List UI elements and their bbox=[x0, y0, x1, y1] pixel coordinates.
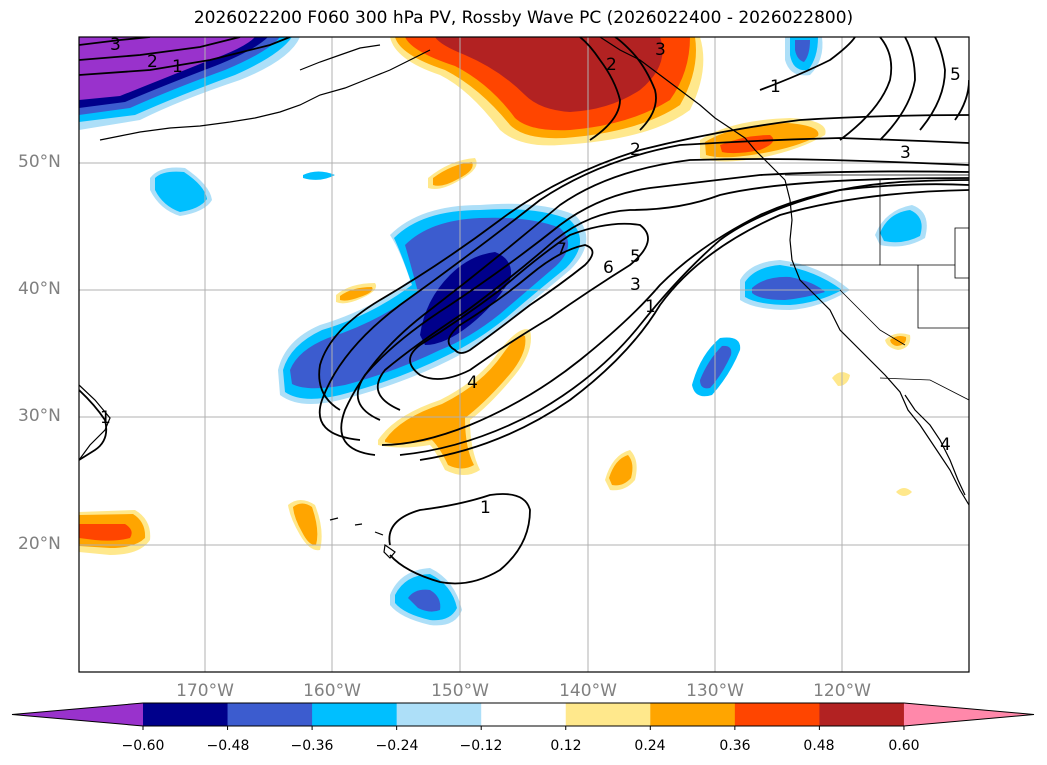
lon-label: 150°W bbox=[431, 681, 489, 701]
colorbar-tick-label: −0.24 bbox=[375, 738, 419, 754]
lat-label: 50°N bbox=[18, 152, 61, 172]
contour-label: 4 bbox=[940, 435, 951, 455]
plot-frame bbox=[78, 36, 970, 673]
colorbar-swatch bbox=[481, 703, 567, 726]
pc-contours bbox=[79, 37, 969, 585]
colorbar-swatch bbox=[565, 703, 651, 726]
colorbar-tick-label: 0.24 bbox=[634, 738, 666, 754]
map-title: 2026022200 F060 300 hPa PV, Rossby Wave … bbox=[193, 8, 854, 28]
contour-label: 5 bbox=[950, 65, 961, 85]
coastlines bbox=[79, 37, 969, 559]
contour-label: 1 bbox=[645, 297, 656, 317]
colorbar-tick-label: −0.60 bbox=[121, 738, 165, 754]
colorbar-extend-max bbox=[903, 703, 1034, 726]
colorbar-tick-label: 0.12 bbox=[550, 738, 582, 754]
colorbar-tick-label: −0.12 bbox=[459, 738, 503, 754]
contour-label: 7 bbox=[556, 240, 567, 260]
colorbar-tick-label: 0.36 bbox=[719, 738, 751, 754]
graticule bbox=[79, 37, 969, 672]
colorbar-swatch bbox=[819, 703, 905, 726]
colorbar-tick-label: −0.36 bbox=[290, 738, 334, 754]
colorbar-swatch bbox=[734, 703, 820, 726]
contour-label: 1 bbox=[172, 57, 183, 77]
contour-label: 4 bbox=[467, 373, 478, 393]
contour-label: 6 bbox=[603, 258, 614, 278]
colorbar-swatch bbox=[312, 703, 398, 726]
contour-label: 1 bbox=[480, 498, 491, 518]
lon-label: 120°W bbox=[813, 681, 871, 701]
contour-label: 2 bbox=[606, 55, 617, 75]
contour-labels: 3 2 1 2 3 2 1 5 3 4 7 6 5 3 1 1 4 1 bbox=[100, 35, 961, 518]
colorbar bbox=[11, 702, 1035, 730]
contour-label: 1 bbox=[770, 77, 781, 97]
contour-label: 1 bbox=[100, 408, 111, 428]
lon-label: 170°W bbox=[176, 681, 234, 701]
contour-label: 3 bbox=[630, 275, 641, 295]
colorbar-tick-label: 0.60 bbox=[888, 738, 920, 754]
colorbar-tick-label: −0.48 bbox=[206, 738, 250, 754]
colorbar-swatch bbox=[227, 703, 313, 726]
contour-label: 5 bbox=[630, 247, 641, 267]
lat-label: 30°N bbox=[18, 406, 61, 426]
lon-label: 130°W bbox=[686, 681, 744, 701]
contour-label: 2 bbox=[630, 140, 641, 160]
colorbar-swatch bbox=[143, 703, 229, 726]
lon-label: 140°W bbox=[559, 681, 617, 701]
lon-label: 160°W bbox=[303, 681, 361, 701]
contour-label: 3 bbox=[110, 35, 121, 55]
contour-label: 2 bbox=[147, 52, 158, 72]
shaded-anomalies bbox=[79, 37, 927, 626]
colorbar-extend-min bbox=[12, 703, 143, 726]
colorbar-tick-label: 0.48 bbox=[803, 738, 835, 754]
lat-label: 20°N bbox=[18, 534, 61, 554]
borders bbox=[785, 174, 969, 401]
colorbar-swatch bbox=[396, 703, 482, 726]
contour-label: 3 bbox=[655, 40, 666, 60]
lat-label: 40°N bbox=[18, 279, 61, 299]
colorbar-swatch bbox=[650, 703, 736, 726]
contour-label: 3 bbox=[900, 143, 911, 163]
